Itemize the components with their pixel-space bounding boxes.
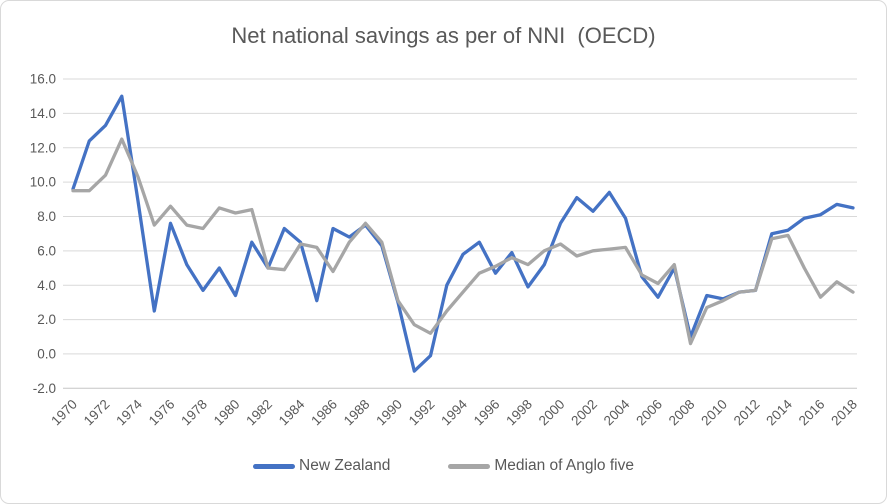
y-axis-tick-label: 6.0 [37,243,56,258]
x-axis-tick-label: 2008 [666,397,698,429]
x-axis-tick-label: 1976 [146,397,178,429]
y-axis-tick-label: 8.0 [37,209,56,224]
chart-title: Net national savings as per of NNI (OECD… [231,23,656,48]
legend-label: New Zealand [299,457,391,474]
x-axis-tick-label: 1996 [471,397,503,429]
x-axis-tick-label: 2000 [536,397,568,429]
x-axis-tick-label: 1990 [373,397,405,429]
x-axis-tick-label: 2016 [796,397,828,429]
x-axis-tick-label: 1972 [81,397,113,429]
x-axis-tick-label: 1974 [113,396,145,428]
legend-line-swatch [448,463,491,469]
x-axis-tick-label: 1994 [438,396,470,428]
x-axis-tick-label: 1970 [48,397,80,429]
x-axis-tick-label: 2014 [763,396,795,428]
x-axis-tick-label: 1986 [308,397,340,429]
legend-label: Median of Anglo five [494,457,634,474]
x-axis-tick-label: 1998 [503,397,535,429]
legend-item-median-of-anglo-five: Median of Anglo five [448,457,634,475]
x-axis-tick-label: 1988 [341,397,373,429]
y-axis-tick-label: 14.0 [30,106,56,121]
x-axis-tick-label: 2010 [698,397,730,429]
x-axis-tick-label: 2006 [633,397,665,429]
y-axis-tick-label: 0.0 [37,347,56,362]
legend: New Zealand Median of Anglo five [1,457,886,475]
y-axis-tick-label: 12.0 [30,140,56,155]
series-line-median-of-anglo-five [71,137,855,346]
x-axis-tick-label: 2002 [568,397,600,429]
legend-line-swatch [253,463,296,469]
x-axis-tick-label: 2018 [828,397,860,429]
x-axis-tick-label: 2012 [731,397,763,429]
x-axis-tick-label: 1992 [406,397,438,429]
y-axis-tick-label: 2.0 [37,312,56,327]
series-line-new-zealand [71,94,855,373]
x-axis-tick-label: 1978 [178,397,210,429]
y-axis-tick-label: 4.0 [37,278,56,293]
x-axis-tick-label: 1980 [211,397,243,429]
x-axis-tick-label: 2004 [601,396,633,428]
x-axis-tick-label: 1984 [276,396,308,428]
y-axis-tick-label: 10.0 [30,175,56,190]
x-axis-tick-label: 1982 [243,397,275,429]
y-axis-tick-label: 16.0 [30,72,56,87]
legend-item-new-zealand: New Zealand [253,457,390,475]
y-axis-tick-label: -2.0 [33,381,56,396]
